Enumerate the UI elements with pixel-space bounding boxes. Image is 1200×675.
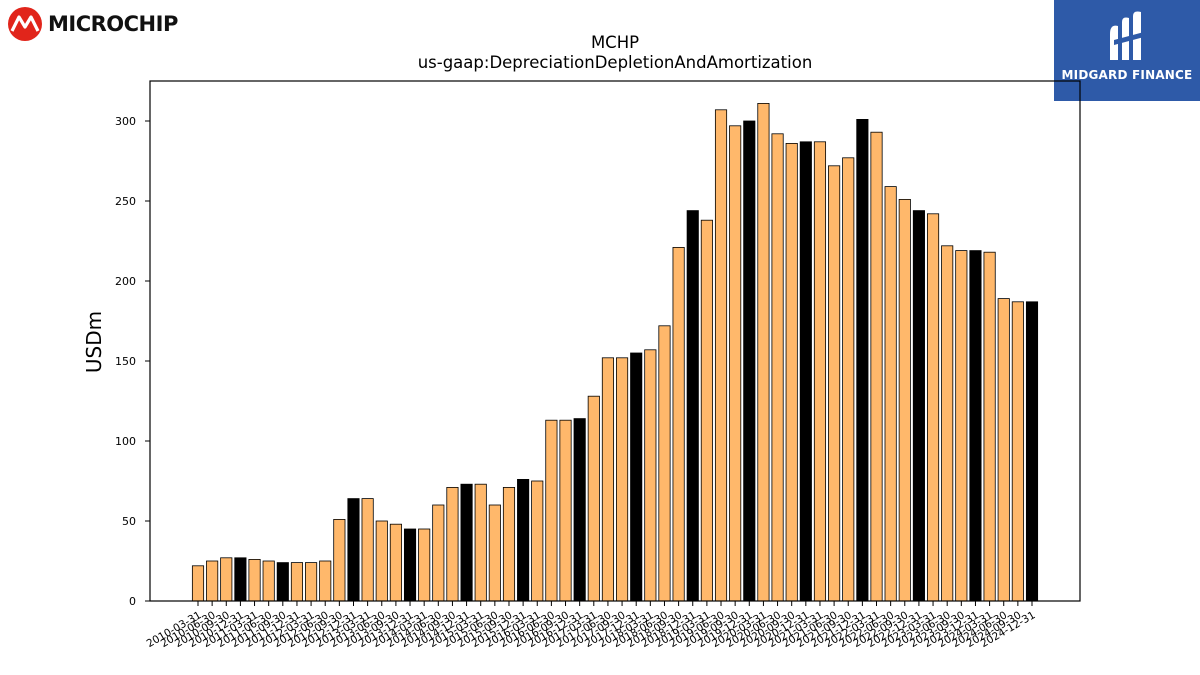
- y-tick-label: 100: [115, 435, 136, 448]
- bar: [559, 419, 572, 602]
- y-tick-label: 250: [115, 195, 136, 208]
- bar: [856, 119, 869, 602]
- bar: [941, 245, 954, 602]
- bar: [912, 210, 925, 602]
- bar: [361, 498, 374, 602]
- bar: [319, 560, 332, 602]
- bar-series: [191, 103, 1039, 602]
- microchip-logo-icon: [8, 7, 42, 41]
- bar: [743, 120, 756, 602]
- microchip-wordmark: MICROCHIP: [48, 12, 178, 36]
- y-tick-label: 150: [115, 355, 136, 368]
- y-tick-label: 300: [115, 115, 136, 128]
- bar: [983, 251, 996, 602]
- bar: [870, 131, 883, 602]
- x-axis-ticks: 2010-03-312010-06-302010-09-302010-12-31…: [145, 601, 1038, 650]
- bar: [771, 133, 784, 602]
- bar: [333, 519, 346, 602]
- bar: [347, 498, 360, 602]
- midgard-finance-logo: MIDGARD FINANCE: [1054, 0, 1200, 101]
- midgard-logo-icon: [1110, 11, 1144, 60]
- bar: [191, 565, 205, 602]
- bar: [757, 103, 770, 602]
- bar: [305, 562, 318, 602]
- bar: [884, 186, 897, 602]
- bar: [517, 478, 530, 602]
- bar: [729, 125, 742, 602]
- plot-frame: [149, 80, 1081, 602]
- bar: [389, 523, 402, 602]
- y-tick-label: 200: [115, 275, 136, 288]
- bar: [686, 210, 699, 602]
- bar: [432, 504, 445, 602]
- bar: [1025, 301, 1039, 602]
- bar: [955, 250, 968, 602]
- bar: [842, 157, 855, 602]
- bar: [785, 142, 798, 602]
- bar: [206, 560, 219, 602]
- bar: [644, 349, 657, 602]
- bar: [488, 504, 501, 602]
- chart-subtitle: us-gaap:DepreciationDepletionAndAmortiza…: [418, 53, 813, 72]
- y-axis-label: USDm: [82, 311, 106, 373]
- bar: [926, 213, 940, 602]
- bar: [658, 325, 671, 602]
- bar: [446, 486, 459, 602]
- bar: [276, 562, 289, 602]
- bar: [290, 562, 304, 602]
- bar: [969, 250, 982, 602]
- bar: [375, 520, 388, 602]
- bar: [474, 483, 487, 602]
- bar: [587, 395, 600, 602]
- microchip-logo: MICROCHIP: [6, 6, 186, 42]
- bar: [545, 419, 558, 602]
- bar: [460, 483, 473, 602]
- y-axis-ticks: 0 50 100 150 200 250 300: [115, 115, 150, 608]
- bar: [403, 528, 417, 602]
- bar: [799, 141, 812, 602]
- bar: [248, 559, 261, 602]
- bar: [700, 219, 713, 602]
- bar: [672, 246, 685, 602]
- bar: [630, 352, 643, 602]
- chart-title: MCHP: [591, 33, 639, 52]
- y-tick-label: 50: [122, 515, 136, 528]
- bar: [714, 109, 728, 602]
- bar: [601, 357, 614, 602]
- bar: [997, 298, 1010, 602]
- bar: [502, 486, 516, 602]
- bar: [573, 418, 586, 602]
- bar: [616, 357, 629, 602]
- bar: [531, 480, 544, 602]
- bar: [898, 198, 911, 602]
- midgard-wordmark: MIDGARD FINANCE: [1061, 68, 1193, 82]
- y-tick-label: 0: [129, 595, 136, 608]
- bar: [1011, 301, 1024, 602]
- bar: [828, 165, 841, 602]
- bar: [418, 528, 431, 602]
- bar: [262, 560, 275, 602]
- bar: [234, 557, 247, 602]
- bar: [813, 141, 827, 602]
- bar: [220, 557, 233, 602]
